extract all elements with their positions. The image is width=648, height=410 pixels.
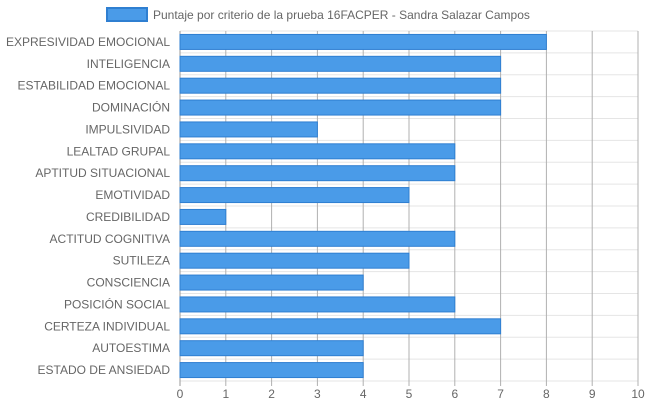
bar[interactable] [179, 230, 456, 247]
bar[interactable] [179, 77, 502, 94]
category-label: APTITUD SITUACIONAL [35, 166, 170, 180]
bar[interactable] [179, 296, 456, 313]
bar[interactable] [179, 55, 502, 72]
bars [179, 33, 547, 379]
category-label: AUTOESTIMA [92, 341, 170, 355]
x-tick-label: 5 [406, 387, 413, 401]
x-tick-label: 0 [177, 387, 184, 401]
category-label: ESTABILIDAD EMOCIONAL [18, 79, 171, 93]
x-tick-label: 8 [543, 387, 550, 401]
bar[interactable] [179, 143, 456, 160]
category-label: EMOTIVIDAD [95, 188, 170, 202]
category-label: LEALTAD GRUPAL [67, 144, 171, 158]
bar[interactable] [179, 165, 456, 182]
legend[interactable]: Puntaje por criterio de la prueba 16FACP… [106, 7, 530, 22]
bar[interactable] [179, 252, 410, 269]
category-label: INTELIGENCIA [87, 57, 170, 71]
category-labels: EXPRESIVIDAD EMOCIONAL INTELIGENCIA ESTABI… [6, 35, 170, 377]
x-tick-label: 3 [314, 387, 321, 401]
category-label: CONSCIENCIA [87, 276, 170, 290]
x-tick-label: 10 [631, 387, 645, 401]
x-tick-label: 7 [497, 387, 504, 401]
bar[interactable] [179, 121, 318, 138]
x-tick-label: 6 [451, 387, 458, 401]
x-tick-label: 2 [268, 387, 275, 401]
legend-swatch [106, 7, 148, 22]
x-tick-label: 1 [222, 387, 229, 401]
category-label: DOMINACIÓN [92, 100, 170, 115]
bar[interactable] [179, 208, 227, 225]
x-axis-ticks: 0 1 2 3 4 5 6 7 8 9 10 [177, 387, 645, 401]
bar[interactable] [179, 187, 410, 204]
category-label: EXPRESIVIDAD EMOCIONAL [6, 35, 170, 49]
bar[interactable] [179, 340, 364, 357]
x-tick-label: 4 [360, 387, 367, 401]
category-label: CERTEZA INDIVIDUAL [44, 319, 170, 333]
bar[interactable] [179, 362, 364, 379]
category-label: POSICIÓN SOCIAL [64, 296, 170, 311]
category-label: SUTILEZA [113, 254, 170, 268]
category-label: ESTADO DE ANSIEDAD [38, 363, 171, 377]
category-label: ACTITUD COGNITIVA [50, 232, 170, 246]
bar[interactable] [179, 99, 502, 116]
legend-label: Puntaje por criterio de la prueba 16FACP… [153, 8, 530, 22]
bar[interactable] [179, 318, 502, 335]
bar[interactable] [179, 274, 364, 291]
bar[interactable] [179, 33, 547, 50]
category-label: CREDIBILIDAD [86, 210, 170, 224]
x-tick-label: 9 [589, 387, 596, 401]
category-label: IMPULSIVIDAD [85, 122, 170, 136]
